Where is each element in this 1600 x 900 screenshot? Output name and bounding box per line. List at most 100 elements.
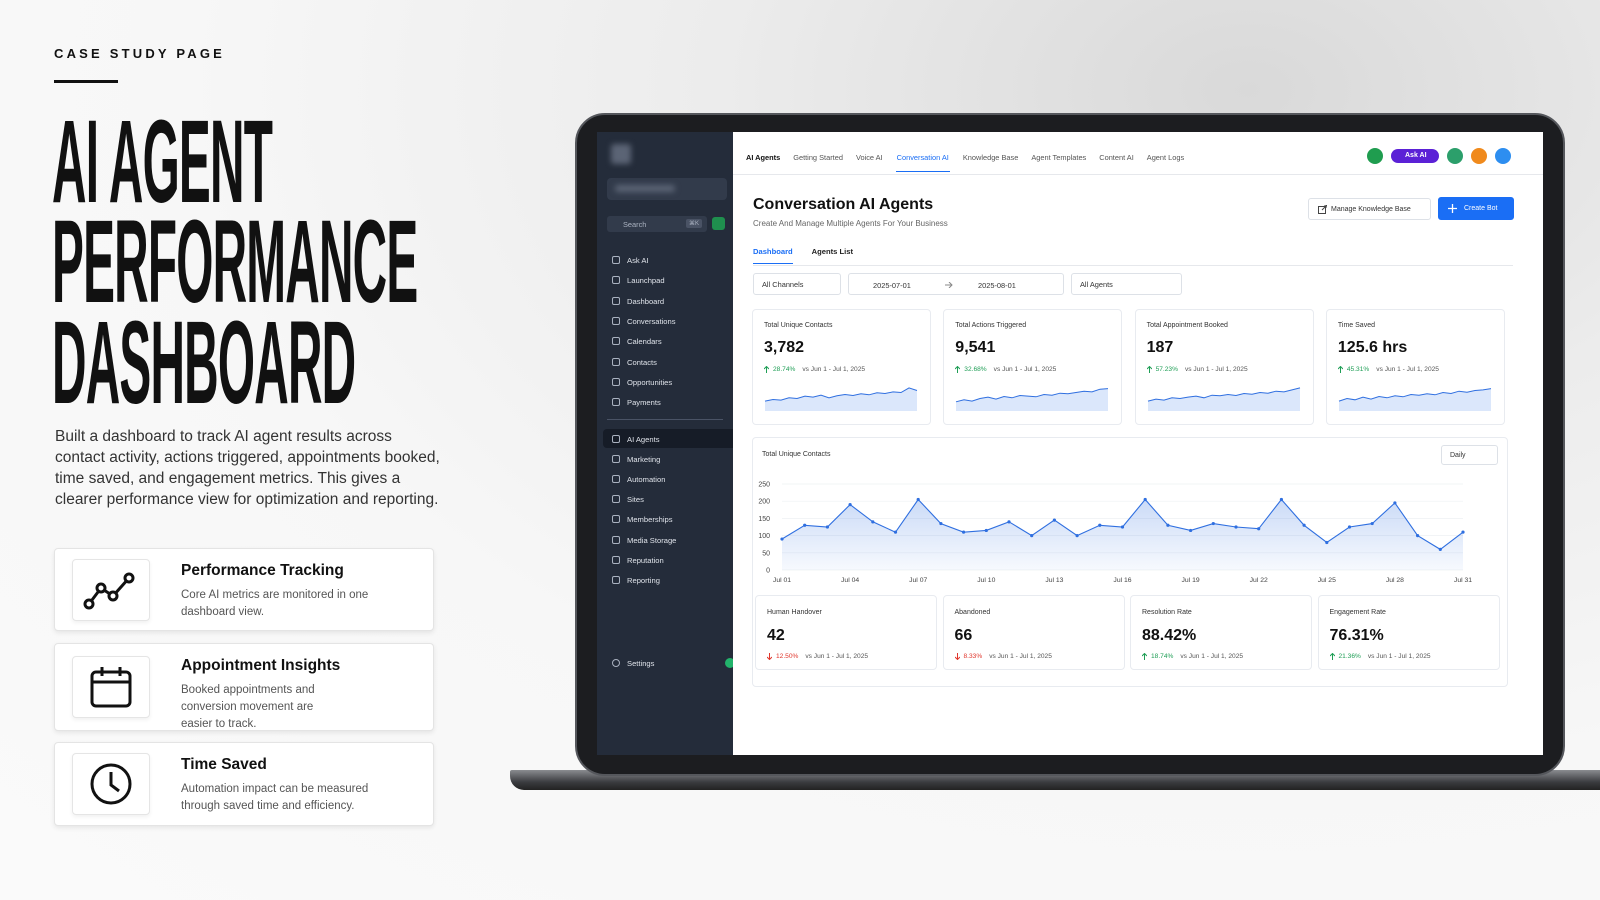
account-switcher[interactable] [607,178,727,200]
tab[interactable]: Agent Logs [1146,153,1185,162]
nav-icon [612,575,620,584]
point [984,528,988,533]
change-arrow [764,366,769,373]
nav-item[interactable]: Media Storage [627,535,677,545]
point [1211,521,1215,526]
arrow-path [1146,366,1152,373]
icon-trend [83,572,135,610]
nav-item[interactable]: Conversations [627,316,676,326]
tab[interactable]: Agent Templates [1031,153,1087,162]
nav-item[interactable]: Marketing [627,455,661,465]
nav-item[interactable]: Payments [627,398,661,408]
title-line: AI AGENT [52,96,273,228]
nav-icon [612,455,620,464]
point [1189,528,1193,533]
feature-title: Time Saved [181,756,267,773]
nav-icon [612,535,620,544]
collapse-toggle[interactable] [725,658,735,668]
compare-period: vs Jun 1 - Jul 1, 2025 [802,366,866,373]
point [1279,497,1283,502]
search-box[interactable]: Search ⌘K [607,216,707,232]
x-tick-label: Jul 10 [977,577,995,584]
nav-item[interactable]: Reputation [627,555,664,565]
ask-ai-button[interactable]: Ask AI [1391,149,1439,163]
notifications-button[interactable] [1471,148,1487,164]
feature-text: Booked appointments and conversion movem… [181,684,315,730]
nav-item[interactable]: Settings [627,659,655,668]
start-date: 2025-07-01 [873,281,911,290]
end-date: 2025-08-01 [978,281,1016,290]
rule [54,80,118,83]
nav-item[interactable]: Ask AI [627,256,649,265]
change-arrow [954,653,960,660]
tab[interactable]: Voice AI [855,153,883,162]
help-button[interactable] [1495,148,1511,164]
nav-item[interactable]: Contacts [627,357,657,367]
create-button[interactable]: Create Bot [1438,197,1514,220]
compare-period: vs Jun 1 - Jul 1, 2025 [993,366,1057,373]
tab[interactable]: AI Agents [746,153,781,162]
nav-item[interactable]: Dashboard [627,296,665,306]
point [1120,525,1125,529]
sparkline-line [956,388,1109,403]
eyebrow: CASE STUDY PAGE [54,46,226,61]
manage-button[interactable]: Manage Knowledge Base [1308,198,1431,220]
metric-value: 42 [767,627,785,644]
point [1098,523,1102,527]
arrow-path [767,653,772,660]
point [893,530,898,534]
x-tick-label: Jul 16 [1113,577,1131,584]
nav-icon [612,495,620,504]
kpi-card: Total Actions Triggered 9,541 32.68% vs Jun… [943,309,1123,425]
agent-filter[interactable]: All Agents [1071,273,1182,295]
subtab[interactable]: Agents List [811,247,854,256]
tab[interactable]: Conversation AI [895,153,950,172]
nav-icon [612,296,620,305]
tab[interactable]: Content AI [1099,153,1134,162]
nav-item[interactable]: AI Agents [627,435,660,444]
metric-label: Total Actions Triggered [955,322,1027,329]
period-select[interactable]: Daily [1441,445,1498,465]
nav-item[interactable]: Calendars [627,337,662,347]
screen: Search ⌘K Settings Ask AI Launchpad Dashbo… [597,132,1543,755]
nav-icon [612,555,620,564]
sparkline-area [765,387,917,411]
date-range[interactable]: 2025-07-01 2025-08-01 [848,273,1064,295]
metric-label: Human Handover [767,609,822,616]
nav-item[interactable]: Launchpad [627,276,665,286]
apps-button[interactable] [1447,148,1463,164]
nav-item[interactable]: Automation [627,475,666,485]
point [1416,534,1420,538]
channel-filter[interactable]: All Channels [753,273,841,295]
feature-icon [72,559,150,621]
change-row: 28.74% vs Jun 1 - Jul 1, 2025 [764,366,865,373]
point [1007,520,1011,524]
nav-icon [612,377,620,386]
sparkline-line [1338,388,1491,402]
point [939,521,943,526]
metric-value: 76.31% [1329,627,1384,644]
page-title: Conversation AI Agents [753,196,934,213]
nav-icon [612,276,620,285]
point [962,530,966,534]
change-row: 32.68% vs Jun 1 - Jul 1, 2025 [955,366,1056,373]
quick-action[interactable] [712,217,725,230]
phone-button[interactable] [1367,148,1383,164]
point [1166,523,1170,527]
nav-item[interactable]: Opportunities [627,377,673,387]
tab[interactable]: Getting Started [793,153,843,162]
subtab[interactable]: Dashboard [753,247,793,264]
x-tick-label: Jul 25 [1318,577,1336,584]
nav-item[interactable]: Memberships [627,515,673,525]
tab[interactable]: Knowledge Base [962,153,1019,162]
nav-item[interactable]: Sites [627,495,644,505]
x-tick-label: Jul 22 [1250,577,1268,584]
sparkline [764,387,918,411]
point [1325,540,1329,545]
point [1302,523,1306,527]
change-value: 18.74% [1151,653,1174,660]
arrow-path [955,366,961,373]
point [1438,547,1442,551]
nav-item[interactable]: Reporting [627,575,660,585]
